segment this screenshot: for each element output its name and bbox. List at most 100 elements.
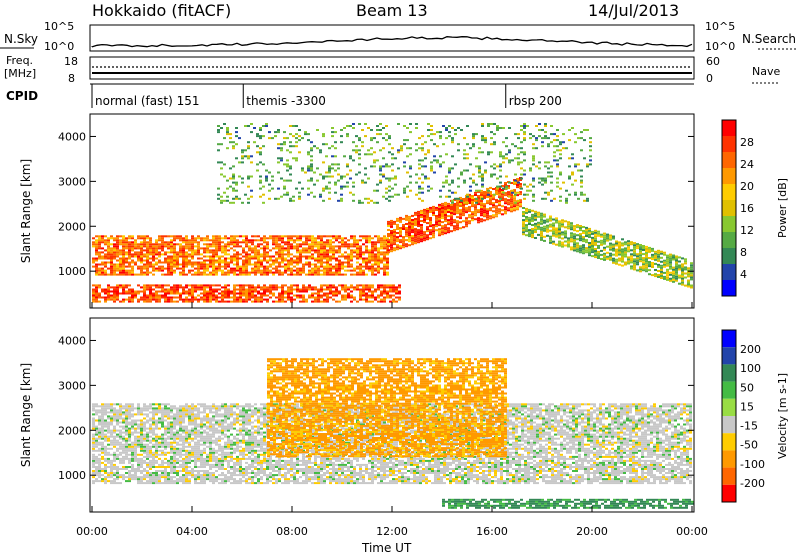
echo-cell — [227, 300, 230, 303]
echo-cell — [531, 219, 534, 222]
echo-cell — [618, 245, 621, 248]
echo-cell — [501, 213, 504, 216]
echo-cell — [146, 298, 149, 301]
echo-cell — [383, 243, 386, 246]
echo-cell — [376, 201, 379, 204]
echo-cell — [374, 253, 377, 256]
echo-cell — [537, 215, 540, 218]
echo-cell — [441, 217, 444, 220]
echo-cell — [245, 294, 248, 297]
echo-cell — [128, 405, 131, 408]
echo-cell — [275, 257, 278, 260]
echo-cell — [122, 474, 125, 477]
echo-cell — [98, 267, 101, 270]
echo-cell — [230, 257, 233, 260]
echo-cell — [408, 215, 411, 218]
echo-cell — [232, 189, 235, 192]
echo-cell — [522, 219, 525, 222]
echo-cell — [224, 237, 227, 240]
echo-cell — [140, 298, 143, 301]
echo-cell — [534, 222, 537, 225]
echo-cell — [538, 177, 541, 180]
echo-cell — [388, 143, 391, 146]
echo-cell — [233, 241, 236, 244]
echo-cell — [582, 236, 585, 239]
echo-cell — [140, 482, 143, 485]
echo-cell — [353, 239, 356, 242]
echo-cell — [253, 141, 256, 144]
echo-cell — [424, 157, 427, 160]
echo-cell — [146, 245, 149, 248]
echo-cell — [98, 457, 101, 460]
echo-cell — [176, 263, 179, 266]
echo-cell — [392, 286, 395, 289]
echo-cell — [134, 470, 137, 472]
echo-cell — [549, 219, 552, 222]
echo-cell — [149, 411, 152, 414]
echo-cell — [540, 228, 543, 231]
echo-cell — [206, 292, 209, 295]
echo-cell — [302, 263, 305, 266]
echo-cell — [564, 220, 567, 223]
echo-cell — [310, 169, 313, 172]
echo-cell — [537, 227, 540, 230]
echo-cell — [98, 271, 101, 274]
echo-cell — [272, 273, 275, 276]
echo-cell — [290, 292, 293, 295]
echo-cell — [122, 455, 125, 458]
echo-cell — [377, 263, 380, 266]
echo-cell — [107, 457, 110, 460]
echo-cell — [104, 468, 107, 470]
echo-cell — [484, 171, 487, 174]
echo-cell — [362, 298, 365, 301]
echo-cell — [263, 286, 266, 289]
echo-cell — [320, 253, 323, 256]
nave-tick-top: 60 — [706, 55, 720, 68]
echo-cell — [603, 232, 606, 235]
echo-cell — [113, 439, 116, 442]
echo-cell — [439, 155, 442, 158]
echo-cell — [152, 423, 155, 426]
echo-cell — [359, 255, 362, 258]
echo-cell — [478, 169, 481, 172]
echo-cell — [167, 290, 170, 293]
echo-cell — [152, 411, 155, 414]
echo-cell — [371, 241, 374, 244]
echo-cell — [284, 290, 287, 293]
echo-cell — [450, 218, 453, 221]
echo-cell — [113, 431, 116, 434]
echo-cell — [158, 259, 161, 262]
echo-cell — [176, 292, 179, 295]
echo-cell — [224, 296, 227, 299]
echo-cell — [95, 474, 98, 477]
echo-cell — [504, 210, 507, 213]
echo-cell — [140, 286, 143, 289]
echo-cell — [116, 421, 119, 424]
echo-cell — [311, 239, 314, 242]
echo-cell — [386, 265, 389, 268]
echo-cell — [489, 217, 492, 220]
echo-cell — [322, 175, 325, 178]
echo-cell — [340, 129, 343, 131]
echo-cell — [377, 253, 380, 256]
echo-cell — [678, 256, 681, 259]
echo-cell — [176, 261, 179, 264]
cpid-segments: normal (fast) 151 themis -3300 rbsp 200 — [91, 84, 562, 108]
echo-cell — [299, 294, 302, 297]
echo-cell — [353, 241, 356, 244]
echo-cell — [233, 235, 236, 238]
echo-cell — [582, 248, 585, 251]
echo-cell — [277, 143, 280, 146]
echo-cell — [149, 474, 152, 477]
echo-cell — [329, 243, 332, 246]
echo-cell — [468, 216, 471, 219]
echo-cell — [523, 197, 526, 200]
echo-cell — [511, 159, 514, 162]
echo-cell — [194, 237, 197, 240]
echo-cell — [278, 269, 281, 272]
echo-cell — [128, 251, 131, 254]
echo-cell — [95, 433, 98, 436]
echo-cell — [374, 255, 377, 258]
echo-cell — [203, 298, 206, 301]
echo-cell — [498, 204, 501, 207]
